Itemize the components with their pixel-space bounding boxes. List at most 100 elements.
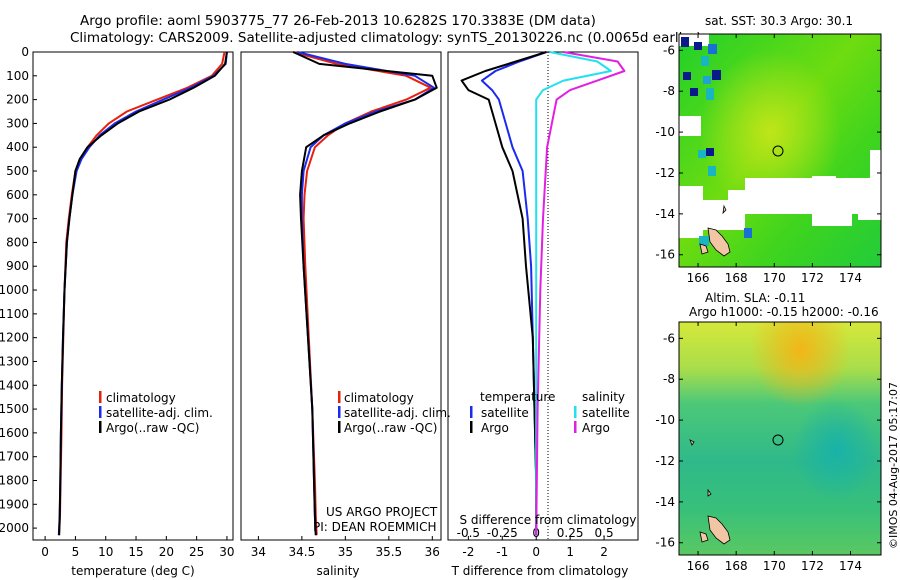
depth-tick-label: 1700 xyxy=(0,450,29,464)
sla-land xyxy=(689,439,731,545)
depth-tick-label: 200 xyxy=(6,93,29,107)
s-diff-tick-label: -0.5 xyxy=(457,526,480,540)
salinity-panel: 34 34.5 35 35.5 36 salinity climatology sate… xyxy=(240,51,451,578)
salinity-lines xyxy=(292,51,438,536)
s-diff-tick-label: 0.5 xyxy=(595,526,614,540)
sla-map-title-line2: Argo h1000: -0.15 h2000: -0.16 xyxy=(689,305,879,319)
legend-label-satellite: satellite-adj. clim. xyxy=(106,406,213,420)
series-line-argo-raw-qc- xyxy=(292,51,438,536)
legend-label-climatology: climatology xyxy=(344,391,414,405)
lat-tick-label: -8 xyxy=(663,84,675,98)
legend-title-temperature: temperature xyxy=(480,390,555,404)
depth-tick-label: 100 xyxy=(6,69,29,83)
lat-tick-label: -12 xyxy=(655,166,675,180)
legend-swatch-argo xyxy=(99,421,102,433)
series-line-satellite-adj-clim- xyxy=(57,51,228,536)
depth-tick-label: 400 xyxy=(6,140,29,154)
depth-tick-label: 700 xyxy=(6,212,29,226)
series-line-climatology xyxy=(58,51,226,536)
depth-tick-label: 1600 xyxy=(0,426,29,440)
lon-tick-label: 170 xyxy=(763,271,786,285)
legend-swatch-satellite xyxy=(338,406,341,418)
x-tick-label: 5 xyxy=(72,545,80,559)
series-line-temperature-argo xyxy=(460,51,547,536)
series-line-satellite-adj-clim- xyxy=(297,51,435,536)
legend-swatch-t-satellite xyxy=(470,406,473,418)
x-tick-label: 0 xyxy=(41,545,49,559)
depth-tick-label: 500 xyxy=(6,164,29,178)
difference-panel: -2 -1 0 1 2 -0.5 -0.25 0 0.25 0.5 S difference f… xyxy=(447,51,639,578)
lat-tick-label: -10 xyxy=(655,413,675,427)
x-tick-label: 36 xyxy=(425,545,440,559)
depth-axis: 0 100 200 300 400 500 600 700 800 900 1000 1100 1200… xyxy=(0,45,37,535)
lat-tick-label: -16 xyxy=(655,536,675,550)
s-difference-x-axis: -0.5 -0.25 0 0.25 0.5 xyxy=(457,526,614,540)
x-tick-label: 20 xyxy=(159,545,174,559)
depth-tick-label: 1300 xyxy=(0,354,29,368)
s-difference-label: S difference from climatology xyxy=(460,513,637,527)
legend-swatch-s-satellite xyxy=(574,406,577,418)
legend-swatch-argo xyxy=(338,421,341,433)
sla-map-title-line1: Altim. SLA: -0.11 xyxy=(705,291,805,305)
lat-tick-label: -10 xyxy=(655,125,675,139)
sla-map-frame xyxy=(678,321,882,556)
x-tick-label: 15 xyxy=(128,545,143,559)
sst-map-frame xyxy=(678,33,882,268)
lon-tick-label: 170 xyxy=(763,559,786,573)
sst-map-axes: -6 -8 -10 -12 -14 -16 166 168 170 172 174 xyxy=(655,34,881,285)
lat-tick-label: -8 xyxy=(663,372,675,386)
figure-title-line2: Climatology: CARS2009. Satellite-adjuste… xyxy=(70,30,702,46)
difference-lines xyxy=(460,51,626,536)
temperature-xlabel: temperature (deg C) xyxy=(71,564,194,578)
credit-project: US ARGO PROJECT xyxy=(326,505,438,519)
lat-tick-label: -12 xyxy=(655,454,675,468)
x-tick-label: 34.5 xyxy=(289,545,316,559)
depth-tick-label: 1500 xyxy=(0,402,29,416)
lat-tick-label: -14 xyxy=(655,207,675,221)
depth-tick-label: 1800 xyxy=(0,473,29,487)
sst-land xyxy=(699,204,731,257)
legend-swatch-t-argo xyxy=(470,421,473,433)
legend-title-salinity: salinity xyxy=(582,390,625,404)
figure-title-line1: Argo profile: aoml 5903775_77 26-Feb-201… xyxy=(80,13,596,29)
temperature-axes-frame xyxy=(32,51,234,541)
difference-legend: temperature salinity satellite Argo sate… xyxy=(470,390,630,435)
sla-argo-marker xyxy=(772,434,784,446)
lon-tick-label: 166 xyxy=(687,559,710,573)
sla-field-low xyxy=(679,322,881,555)
depth-tick-label: 1100 xyxy=(0,307,29,321)
x-tick-label: 2 xyxy=(600,545,608,559)
x-tick-label: -2 xyxy=(462,545,474,559)
sst-missing-data xyxy=(679,34,881,238)
legend-label-argo: Argo(..raw -QC) xyxy=(106,421,199,435)
lon-tick-label: 172 xyxy=(801,271,824,285)
legend-label-argo: Argo(..raw -QC) xyxy=(344,421,437,435)
depth-tick-label: 1900 xyxy=(0,497,29,511)
x-tick-label: 10 xyxy=(98,545,113,559)
legend-swatch-climatology xyxy=(99,391,102,403)
salinity-xlabel: salinity xyxy=(316,564,359,578)
x-tick-label: 25 xyxy=(189,545,204,559)
x-tick-label: 35 xyxy=(338,545,353,559)
sst-cloud-patches xyxy=(681,37,752,246)
x-tick-label: 35.5 xyxy=(375,545,402,559)
temperature-lines xyxy=(57,51,228,536)
lat-tick-label: -6 xyxy=(663,331,675,345)
series-line-salinity-satellite xyxy=(535,51,612,536)
series-line-argo-raw-qc- xyxy=(58,51,228,536)
credit-pi: PI: DEAN ROEMMICH xyxy=(313,520,436,534)
sst-map: sat. SST: 30.3 Argo: 30.1 xyxy=(655,14,882,285)
sla-map-axes: -6 -8 -10 -12 -14 -16 166 168 170 172 174 xyxy=(655,322,881,573)
depth-tick-label: 300 xyxy=(6,116,29,130)
lat-tick-label: -6 xyxy=(663,43,675,57)
t-difference-label: T difference from climatology xyxy=(451,564,629,578)
depth-tick-label: 600 xyxy=(6,188,29,202)
legend-label-t-argo: Argo xyxy=(481,421,509,435)
s-diff-tick-label: -0.25 xyxy=(487,526,518,540)
legend-label-climatology: climatology xyxy=(106,391,176,405)
s-diff-tick-label: 0.25 xyxy=(557,526,584,540)
depth-tick-label: 1200 xyxy=(0,331,29,345)
depth-tick-label: 1400 xyxy=(0,378,29,392)
salinity-x-axis: 34 34.5 35 35.5 36 xyxy=(251,536,440,559)
